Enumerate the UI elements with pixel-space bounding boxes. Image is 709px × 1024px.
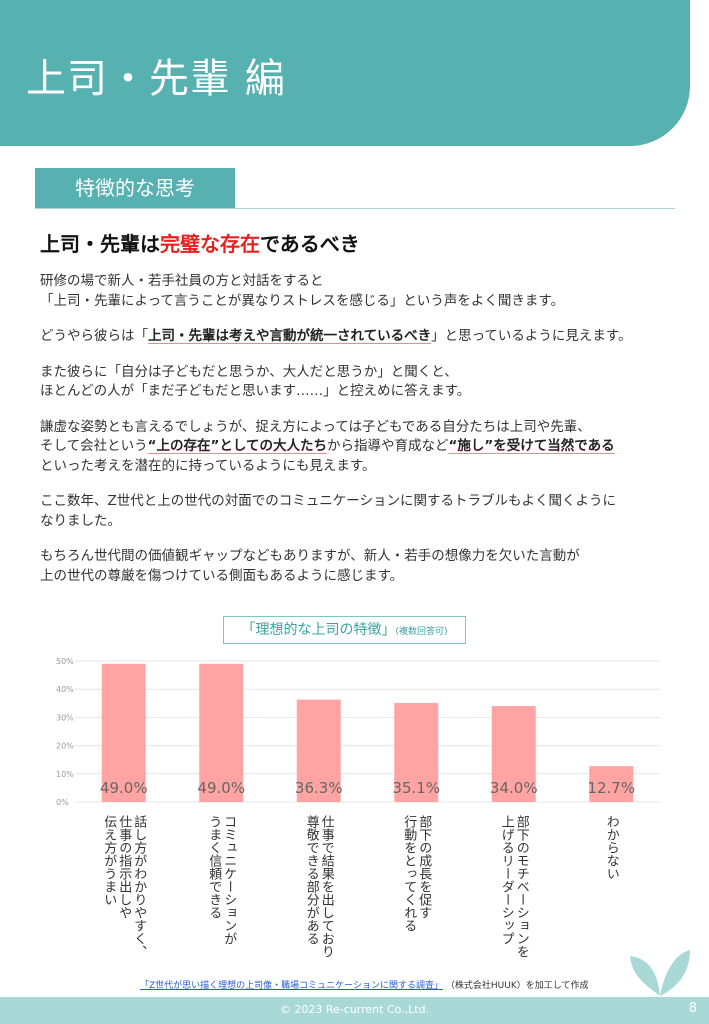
text-segment: ほとんどの人が「まだ子どもだと思います……」と控えめに答えます。 [40,383,471,399]
source-suffix: （株式会社HUUK）を加工して作成 [445,981,589,991]
text-segment: 謙虚な姿勢とも言えるでしょうが、捉え方によっては子どもである自分たちは上司や先輩… [40,418,591,435]
paragraph: 研修の場で新人・若手社員の方と対話をすると「上司・先輩によって言うことが異なりス… [40,272,700,311]
data-label: 34.0% [490,779,538,797]
data-label: 12.7% [587,779,635,797]
bar [101,663,146,802]
text-segment: 上の世代の尊厳を傷つけている側面もあるように感じます。 [40,567,404,584]
body-text: 研修の場で新人・若手社員の方と対話をすると「上司・先輩によって言うことが異なりス… [40,272,700,602]
bar [296,699,341,802]
x-category-label: 話し方がわかりやすく、 仕事の指示出しや 伝え方がうまい [101,815,146,958]
bar [199,663,244,802]
text-segment: から指導や育成など [326,438,449,454]
y-tick-label: 30% [56,713,74,722]
section-label: 特徴的な思考 [35,168,235,208]
data-label: 35.1% [392,779,440,797]
emphasis-text: “施し”を受けて当然である [448,438,615,454]
x-category-label: わからない [604,815,619,880]
text-segment: そして会社という [40,438,148,454]
chart-title-text: 「理想的な上司の特徴」 [241,622,396,638]
y-tick-label: 0% [56,798,69,807]
data-label: 49.0% [197,779,245,797]
heading-pre: 上司・先輩は [40,232,160,256]
chart-title: 「理想的な上司の特徴」(複数回答可) [223,616,466,644]
category-line: うまく信頼できる [206,815,222,919]
category-line: 尊敬できる部分がある [303,815,319,945]
data-label: 36.3% [295,779,343,797]
category-line: 部下のモチベーションを [513,815,529,958]
emphasis-text: 上司・先輩は考えや言動が統一されているべき [148,328,432,344]
y-tick-label: 20% [56,742,74,751]
x-category-label: コミュニケーションが うまく信頼できる [206,815,236,945]
emphasis-text: “上の存在”としての大人たち [147,438,327,454]
header-banner: 上司・先輩 編 [0,0,690,146]
category-line: わからない [603,815,619,880]
category-line: 行動をとってくれる [401,815,417,932]
footer: © 2023 Re-current Co.,Ltd. 8 [0,997,709,1024]
leaf-logo-icon [630,950,690,996]
source-note: 「Z世代が思い描く理想の上司像・職場コミュニケーションに関する調査」 （株式会社… [140,978,588,991]
paragraph: また彼らに「自分は子どもだと思うか、大人だと思うか」と聞くと、 ほとんどの人が「ま… [40,363,700,402]
section-divider [35,208,675,209]
heading-highlight: 完璧な存在 [160,232,260,256]
data-label: 49.0% [100,779,148,797]
text-segment: また彼らに「自分は子どもだと思うか、大人だと思うか」と聞くと、 [40,363,458,380]
x-category-label: 部下のモチベーションを 上げるリーダーシップ [499,815,529,958]
category-line: 仕事の指示出しや [116,815,132,919]
text-segment: なりました。 [40,512,121,529]
paragraph: ここ数年、Z世代と上の世代の対面でのコミュニケーションに関するトラブルもよく聞く… [40,492,700,531]
text-segment: もちろん世代間の価値観ギャップなどもありますが、新人・若手の想像力を欠いた言動が [40,548,580,564]
category-line: 仕事で結果を出しており [318,815,334,958]
text-segment: ここ数年、Z世代と上の世代の対面でのコミュニケーションに関するトラブルもよく聞く… [40,493,616,509]
text-segment: 研修の場で新人・若手社員の方と対話をすると [40,273,324,289]
text-segment: 「上司・先輩によって言うことが異なりストレスを感じる」という声をよく聞きます。 [40,292,565,309]
x-category-label: 仕事で結果を出しており 尊敬できる部分がある [304,815,334,958]
text-segment: 」と思っているように見えます。 [431,328,632,344]
bar-chart: 0% 10% 20% 30% 40% 50% 49.0% 49.0% 36.3% 35.1% 34.… [56,657,660,807]
subheading: 上司・先輩は完璧な存在であるべき [40,228,360,257]
category-line: 上げるリーダーシップ [498,815,514,945]
source-link[interactable]: 「Z世代が思い描く理想の上司像・職場コミュニケーションに関する調査」 [140,981,443,991]
x-category-label: 部下の成長を促す 行動をとってくれる [401,815,431,932]
y-tick-label: 50% [56,657,74,666]
category-line: 部下の成長を促す [416,815,432,919]
text-segment: どうやら彼らは「 [40,328,148,344]
heading-post: であるべき [260,232,360,256]
bar [394,703,439,802]
page-title: 上司・先輩 編 [26,56,286,102]
category-line: 話し方がわかりやすく、 [131,815,147,958]
copyright: © 2023 Re-current Co.,Ltd. [279,1003,430,1016]
chart-subtitle: (複数回答可) [395,627,448,637]
paragraph: 謙虚な姿勢とも言えるでしょうが、捉え方によっては子どもである自分たちは上司や先輩… [40,418,700,477]
paragraph: もちろん世代間の価値観ギャップなどもありますが、新人・若手の想像力を欠いた言動が… [40,547,700,586]
category-line: コミュニケーションが [221,815,237,945]
paragraph: どうやら彼らは「上司・先輩は考えや言動が統一されているべき」と思っているように見… [40,327,700,347]
bar [491,706,536,802]
y-tick-label: 10% [56,770,74,779]
text-segment: といった考えを潜在的に持っているようにも見えます。 [40,457,376,474]
page-number: 8 [688,1001,697,1016]
y-tick-label: 40% [56,685,74,694]
category-line: 伝え方がうまい [101,815,117,906]
bar [589,766,634,802]
